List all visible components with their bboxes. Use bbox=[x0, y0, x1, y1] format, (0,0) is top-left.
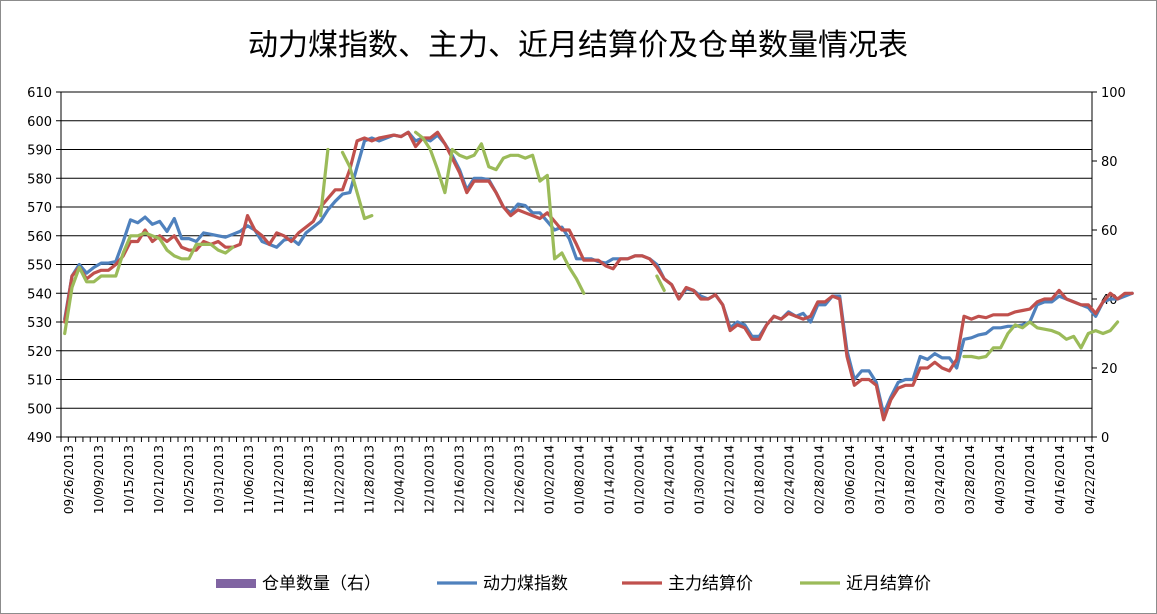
y-tick-label: 510 bbox=[27, 374, 52, 389]
series-3 bbox=[63, 130, 1120, 360]
x-tick-label: 04/10/2014 bbox=[1023, 445, 1037, 514]
y2-tick-label: 0 bbox=[1101, 431, 1109, 446]
x-tick-label: 03/18/2014 bbox=[903, 445, 917, 514]
series-line bbox=[414, 130, 586, 295]
y2-tick-label: 60 bbox=[1101, 224, 1118, 239]
x-tick-label: 01/14/2014 bbox=[603, 445, 617, 514]
series-line bbox=[962, 320, 1120, 360]
x-tick-label: 04/16/2014 bbox=[1053, 445, 1067, 514]
x-tick-label: 03/24/2014 bbox=[933, 445, 947, 514]
x-tick-label: 02/18/2014 bbox=[753, 445, 767, 514]
x-tick-label: 12/26/2013 bbox=[512, 445, 526, 514]
x-tick-label: 10/31/2013 bbox=[212, 445, 226, 514]
y-tick-label: 500 bbox=[27, 402, 52, 417]
x-tick-label: 01/30/2014 bbox=[693, 445, 707, 514]
x-tick-label: 09/26/2013 bbox=[62, 445, 76, 514]
y-tick-label: 530 bbox=[27, 316, 52, 331]
y-tick-label: 610 bbox=[27, 86, 52, 101]
x-tick-label: 02/24/2014 bbox=[783, 445, 797, 514]
series-layer bbox=[63, 130, 1134, 422]
series-line bbox=[63, 130, 1134, 422]
y-tick-label: 580 bbox=[27, 172, 52, 187]
y2-tick-label: 100 bbox=[1101, 86, 1126, 101]
x-tick-label: 02/28/2014 bbox=[813, 445, 827, 514]
y-tick-label: 600 bbox=[27, 115, 52, 130]
x-tick-label: 12/04/2013 bbox=[392, 445, 406, 514]
x-tick-label: 11/12/2013 bbox=[272, 445, 286, 514]
x-tick-label: 01/08/2014 bbox=[573, 445, 587, 514]
axis-layer: 4905005105205305405505605705805906006100… bbox=[27, 86, 1126, 514]
x-tick-label: 04/03/2014 bbox=[993, 445, 1007, 514]
x-tick-label: 03/28/2014 bbox=[963, 445, 977, 514]
x-tick-label: 03/12/2014 bbox=[873, 445, 887, 514]
x-tick-label: 01/24/2014 bbox=[663, 445, 677, 514]
y-tick-label: 590 bbox=[27, 144, 52, 159]
grid-layer bbox=[61, 91, 1092, 438]
x-tick-label: 01/20/2014 bbox=[633, 445, 647, 514]
x-tick-label: 02/12/2014 bbox=[723, 445, 737, 514]
x-tick-label: 11/28/2013 bbox=[362, 445, 376, 514]
y2-tick-label: 80 bbox=[1101, 155, 1118, 170]
y-tick-label: 490 bbox=[27, 431, 52, 446]
y2-tick-label: 20 bbox=[1101, 362, 1118, 377]
x-tick-label: 11/22/2013 bbox=[332, 445, 346, 514]
series-line bbox=[63, 130, 1134, 416]
x-tick-label: 03/06/2014 bbox=[843, 445, 857, 514]
legend-label: 动力煤指数 bbox=[483, 574, 568, 594]
series-line bbox=[340, 150, 374, 221]
x-tick-label: 10/15/2013 bbox=[122, 445, 136, 514]
x-tick-label: 12/20/2013 bbox=[482, 445, 496, 514]
y-tick-label: 550 bbox=[27, 259, 52, 274]
y-tick-label: 520 bbox=[27, 345, 52, 360]
series-line bbox=[63, 231, 235, 336]
x-tick-label: 04/22/2014 bbox=[1083, 445, 1097, 514]
legend-label: 近月结算价 bbox=[846, 574, 931, 594]
x-tick-label: 10/21/2013 bbox=[152, 445, 166, 514]
chart-title: 动力煤指数、主力、近月结算价及仓单数量情况表 bbox=[248, 28, 908, 63]
x-tick-label: 01/02/2014 bbox=[542, 445, 556, 514]
x-tick-label: 11/18/2013 bbox=[302, 445, 316, 514]
x-tick-label: 10/09/2013 bbox=[92, 445, 106, 514]
series-2 bbox=[63, 130, 1134, 422]
legend: 仓单数量（右） 动力煤指数 主力结算价 近月结算价 bbox=[216, 574, 931, 594]
legend-label: 仓单数量（右） bbox=[262, 574, 381, 594]
legend-swatch bbox=[216, 579, 256, 588]
series-line bbox=[655, 274, 666, 292]
y-tick-label: 540 bbox=[27, 287, 52, 302]
x-tick-label: 10/25/2013 bbox=[182, 445, 196, 514]
x-tick-label: 11/06/2013 bbox=[242, 445, 256, 514]
series-1 bbox=[63, 130, 1134, 416]
series-line bbox=[319, 147, 330, 218]
x-tick-label: 12/16/2013 bbox=[452, 445, 466, 514]
y-tick-label: 560 bbox=[27, 230, 52, 245]
x-tick-label: 12/10/2013 bbox=[422, 445, 436, 514]
legend-label: 主力结算价 bbox=[668, 574, 753, 594]
y-tick-label: 570 bbox=[27, 201, 52, 216]
